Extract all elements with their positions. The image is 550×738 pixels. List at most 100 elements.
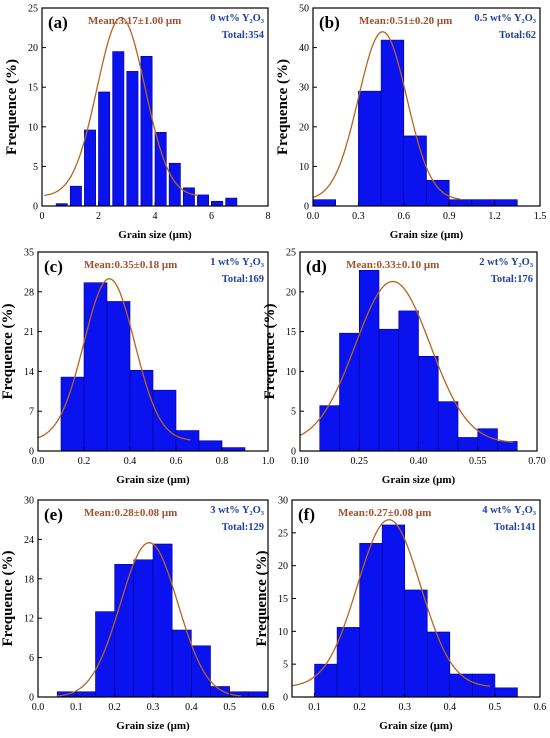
y-axis-title: Frequence (%) xyxy=(254,551,270,647)
x-tick-label: 0 xyxy=(40,211,45,222)
histogram-bar xyxy=(339,332,360,452)
y-tick-label: 25 xyxy=(286,248,296,259)
x-tick-label: 1.0 xyxy=(262,456,275,467)
histogram-bar xyxy=(84,129,96,207)
x-tick-label: 0.2 xyxy=(108,702,121,713)
histogram-bar xyxy=(175,430,200,452)
histogram-bar xyxy=(314,663,338,698)
x-tick-label: 1.5 xyxy=(534,211,547,222)
histogram-bar xyxy=(210,686,230,698)
x-tick-label: 0.4 xyxy=(185,702,198,713)
x-tick-label: 0.1 xyxy=(308,702,321,713)
y-tick-label: 6 xyxy=(29,653,34,664)
histogram-bar xyxy=(448,199,473,207)
panel-label: (a) xyxy=(48,13,68,32)
normal-fit-curve xyxy=(57,542,242,697)
histogram-bar xyxy=(449,673,473,698)
histogram-bar xyxy=(112,51,125,207)
mean-annotation: Mean:0.33±0.10 μm xyxy=(346,259,439,271)
y-tick-label: 10 xyxy=(286,367,296,378)
mean-annotation: Mean:0.35±0.18 μm xyxy=(84,259,177,271)
y-tick-label: 20 xyxy=(299,122,309,133)
x-tick-label: 0.0 xyxy=(32,456,45,467)
composition-label: 0.5 wt% Y₂O₃ xyxy=(474,13,536,24)
x-tick-label: 0.3 xyxy=(398,702,411,713)
histogram-bar xyxy=(114,564,135,698)
y-tick-label: 25 xyxy=(28,4,38,15)
y-axis-title: Frequence (%) xyxy=(0,304,16,400)
y-tick-label: 50 xyxy=(299,4,309,15)
x-tick-label: 0.5 xyxy=(489,702,502,713)
histogram-bar xyxy=(457,437,479,452)
total-count-label: Total:169 xyxy=(222,274,264,285)
y-tick-label: 0 xyxy=(283,693,288,704)
normal-fit-curve xyxy=(44,16,199,197)
histogram-bar xyxy=(497,441,518,452)
histogram-bar xyxy=(152,543,173,698)
mean-annotation: Mean:0.51±0.20 μm xyxy=(359,15,452,27)
histogram-bar xyxy=(319,405,340,452)
x-tick-label: 0.6 xyxy=(170,456,183,467)
histogram-bar xyxy=(358,90,382,207)
y-tick-label: 0 xyxy=(304,202,309,213)
histogram-bar xyxy=(126,71,139,207)
y-tick-label: 25 xyxy=(278,528,288,539)
x-tick-label: 6 xyxy=(209,211,214,222)
panel-label: (b) xyxy=(319,13,340,32)
y-tick-label: 10 xyxy=(278,627,288,638)
y-tick-label: 40 xyxy=(299,43,309,54)
histogram-panel: 0.10 0.25 0.40 0.55 0.70 0 5 10 15 20 25 Grain size… xyxy=(262,248,546,487)
y-tick-label: 5 xyxy=(33,162,38,173)
x-tick-label: 1.2 xyxy=(488,211,501,222)
x-axis-title: Grain size (μm) xyxy=(379,720,453,732)
histogram-bar xyxy=(211,200,224,207)
histogram-bar xyxy=(129,369,154,452)
y-tick-label: 5 xyxy=(283,660,288,671)
histogram-bar xyxy=(98,91,111,207)
y-tick-label: 30 xyxy=(299,83,309,94)
histogram-panel: 0 2 4 6 8 0 5 10 15 20 25 Grain size (μm) Frequence … xyxy=(4,4,271,242)
x-tick-label: 0.6 xyxy=(262,702,275,713)
panel-label: (d) xyxy=(306,257,327,276)
x-tick-label: 0.8 xyxy=(216,456,229,467)
y-tick-label: 0 xyxy=(33,202,38,213)
histogram-bar xyxy=(418,355,439,452)
histogram-panel: 0.0 0.2 0.4 0.6 0.8 1.0 0 7 14 21 28 35 Grain size (… xyxy=(0,248,274,487)
composition-label: 4 wt% Y₂O₃ xyxy=(482,505,536,516)
total-count-label: Total:129 xyxy=(222,522,264,533)
y-tick-label: 35 xyxy=(24,248,34,259)
histogram-bar xyxy=(225,197,238,207)
y-tick-label: 14 xyxy=(24,367,34,378)
y-axis-title: Frequence (%) xyxy=(0,551,16,647)
x-axis-title: Grain size (μm) xyxy=(118,229,192,241)
y-tick-label: 12 xyxy=(24,614,34,625)
histogram-bar xyxy=(133,559,154,698)
x-tick-label: 0.25 xyxy=(351,456,369,467)
y-tick-label: 20 xyxy=(286,287,296,298)
y-tick-label: 15 xyxy=(286,327,296,338)
histogram-panel: 0.0 0.3 0.6 0.9 1.2 1.5 0 10 20 30 40 50 Grain size … xyxy=(275,4,546,242)
panel-label: (c) xyxy=(44,257,63,276)
x-tick-label: 0.2 xyxy=(353,702,366,713)
normal-fit-curve xyxy=(37,278,191,441)
y-tick-label: 15 xyxy=(28,83,38,94)
y-tick-label: 0 xyxy=(291,447,296,458)
histogram-bar xyxy=(494,199,518,207)
x-axis-title: Grain size (μm) xyxy=(382,474,456,486)
histogram-bar xyxy=(426,179,450,207)
y-tick-label: 18 xyxy=(24,574,34,585)
y-tick-label: 24 xyxy=(24,535,34,546)
y-tick-label: 0 xyxy=(29,447,34,458)
y-tick-label: 30 xyxy=(278,496,288,507)
histogram-bar xyxy=(60,376,85,452)
normal-fit-curve xyxy=(312,31,461,200)
x-tick-label: 0.6 xyxy=(534,702,547,713)
composition-label: 1 wt% Y₂O₃ xyxy=(210,257,264,268)
total-count-label: Total:354 xyxy=(222,30,265,41)
plot-frame xyxy=(312,7,541,207)
x-tick-label: 4 xyxy=(153,211,158,222)
normal-fit-curve xyxy=(291,519,491,687)
histogram-bar xyxy=(168,162,181,207)
y-tick-label: 0 xyxy=(29,693,34,704)
